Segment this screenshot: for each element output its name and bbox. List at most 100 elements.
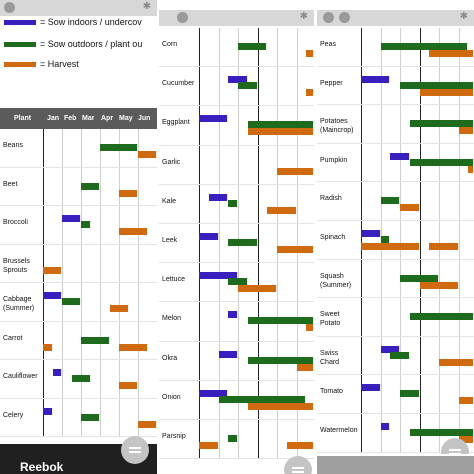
harvest-bar	[199, 442, 219, 449]
sow-outdoors-bar	[228, 239, 258, 246]
menu-icon[interactable]	[441, 438, 469, 454]
sow-indoors-bar	[199, 389, 229, 397]
harvest-bar	[119, 382, 138, 389]
sow-indoors-bar	[361, 384, 381, 392]
plant-name: Beet	[3, 180, 18, 188]
row-divider	[0, 436, 157, 437]
harvest-bar	[119, 189, 138, 197]
plant-name: Celery	[3, 411, 24, 419]
plant-name: Carrot	[3, 334, 23, 342]
harvest-bar	[119, 343, 148, 351]
month-gridline	[257, 28, 259, 460]
row-divider	[317, 374, 474, 376]
sow-outdoors-bar	[62, 298, 81, 305]
app-icon	[4, 2, 15, 13]
plant-name: Garlic	[162, 158, 181, 166]
row-divider	[159, 223, 314, 224]
plant-name: Tomato	[320, 388, 343, 396]
sow-outdoors-bar	[247, 317, 314, 325]
month-gridline	[296, 28, 298, 460]
legend-swatch-harvest	[4, 61, 36, 67]
header-month: Jan	[47, 115, 60, 122]
nav-bar	[317, 456, 474, 474]
plant-name: Leek	[162, 237, 178, 244]
harvest-bar	[306, 89, 314, 97]
row-divider	[0, 397, 157, 399]
menu-icon[interactable]	[284, 456, 312, 474]
harvest-bar	[43, 343, 53, 351]
app-icon	[177, 12, 188, 23]
harvest-bar	[286, 442, 314, 449]
harvest-bar	[247, 402, 314, 410]
month-gridline	[419, 28, 421, 453]
month-gridline	[458, 28, 460, 453]
month-gridline	[138, 129, 139, 437]
plant-name: Eggplant	[162, 119, 190, 127]
plant-name: Beans	[3, 142, 23, 149]
sow-indoors-bar	[228, 76, 248, 84]
row-divider	[159, 458, 314, 460]
row-divider	[159, 183, 314, 185]
row-divider	[0, 166, 157, 168]
row-divider	[159, 105, 314, 107]
menu-icon[interactable]	[121, 436, 149, 464]
sow-outdoors-bar	[238, 43, 268, 50]
sow-outdoors-bar	[81, 221, 91, 228]
row-divider	[159, 301, 314, 303]
month-gridline	[199, 28, 200, 460]
plant-name: Radish	[320, 195, 342, 203]
plant-name: Melon	[162, 315, 182, 323]
sow-outdoors-bar	[400, 81, 474, 89]
row-divider	[159, 66, 314, 68]
harvest-bar	[361, 243, 420, 250]
row-divider	[317, 258, 474, 260]
calendar-panel-3: ✱ Peas Pepper Potatoes (Maincrop) Pumpkin Ra…	[317, 10, 474, 454]
month-gridline	[81, 129, 82, 437]
plant-name: Lettuce	[162, 276, 185, 284]
sow-outdoors-bar	[238, 82, 258, 90]
plant-name: Spinach	[320, 234, 346, 241]
sow-outdoors-bar	[228, 435, 238, 442]
harvest-bar	[109, 305, 129, 312]
plant-name: Swiss Chard	[320, 349, 340, 366]
header-plant: Plant	[14, 115, 32, 122]
sow-outdoors-bar	[71, 375, 91, 382]
sow-indoors-bar	[208, 193, 229, 201]
row-divider	[159, 262, 314, 264]
sow-outdoors-bar	[380, 197, 400, 205]
plant-name: Broccoli	[3, 219, 28, 226]
row-divider	[317, 413, 474, 414]
harvest-bar	[468, 165, 474, 173]
sow-outdoors-bar	[100, 144, 138, 151]
harvest-bar	[119, 228, 148, 235]
sow-indoors-bar	[43, 292, 62, 299]
header-month: Mar	[82, 115, 95, 122]
sow-outdoors-bar	[228, 278, 248, 286]
harvest-bar	[296, 363, 314, 371]
sow-outdoors-bar	[390, 351, 410, 359]
month-gridline	[361, 28, 362, 453]
sow-outdoors-bar	[81, 413, 100, 421]
row-divider	[317, 181, 474, 183]
month-gridline	[43, 129, 44, 437]
harvest-bar	[419, 281, 459, 289]
bluetooth-icon: ✱	[142, 1, 151, 12]
harvest-bar	[400, 204, 420, 212]
header-month: May	[119, 115, 133, 122]
row-divider	[0, 282, 157, 283]
sow-outdoors-bar	[409, 429, 474, 436]
calendar-panel-1: ✱ = Sow indoors / undercov = Sow outdoor…	[0, 0, 157, 474]
row-divider	[317, 220, 474, 221]
row-divider	[317, 335, 474, 337]
plant-name: Potatoes (Maincrop)	[320, 118, 354, 135]
plant-name: Cauliflower	[3, 373, 38, 380]
sow-outdoors-bar	[228, 199, 238, 207]
legend-label: = Harvest	[40, 59, 79, 69]
sow-outdoors-bar	[380, 236, 391, 243]
row-divider	[0, 320, 157, 322]
sow-indoors-bar	[199, 115, 229, 123]
row-divider	[317, 451, 474, 453]
sow-outdoors-bar	[218, 395, 307, 403]
row-divider	[317, 65, 474, 67]
harvest-bar	[458, 127, 474, 135]
